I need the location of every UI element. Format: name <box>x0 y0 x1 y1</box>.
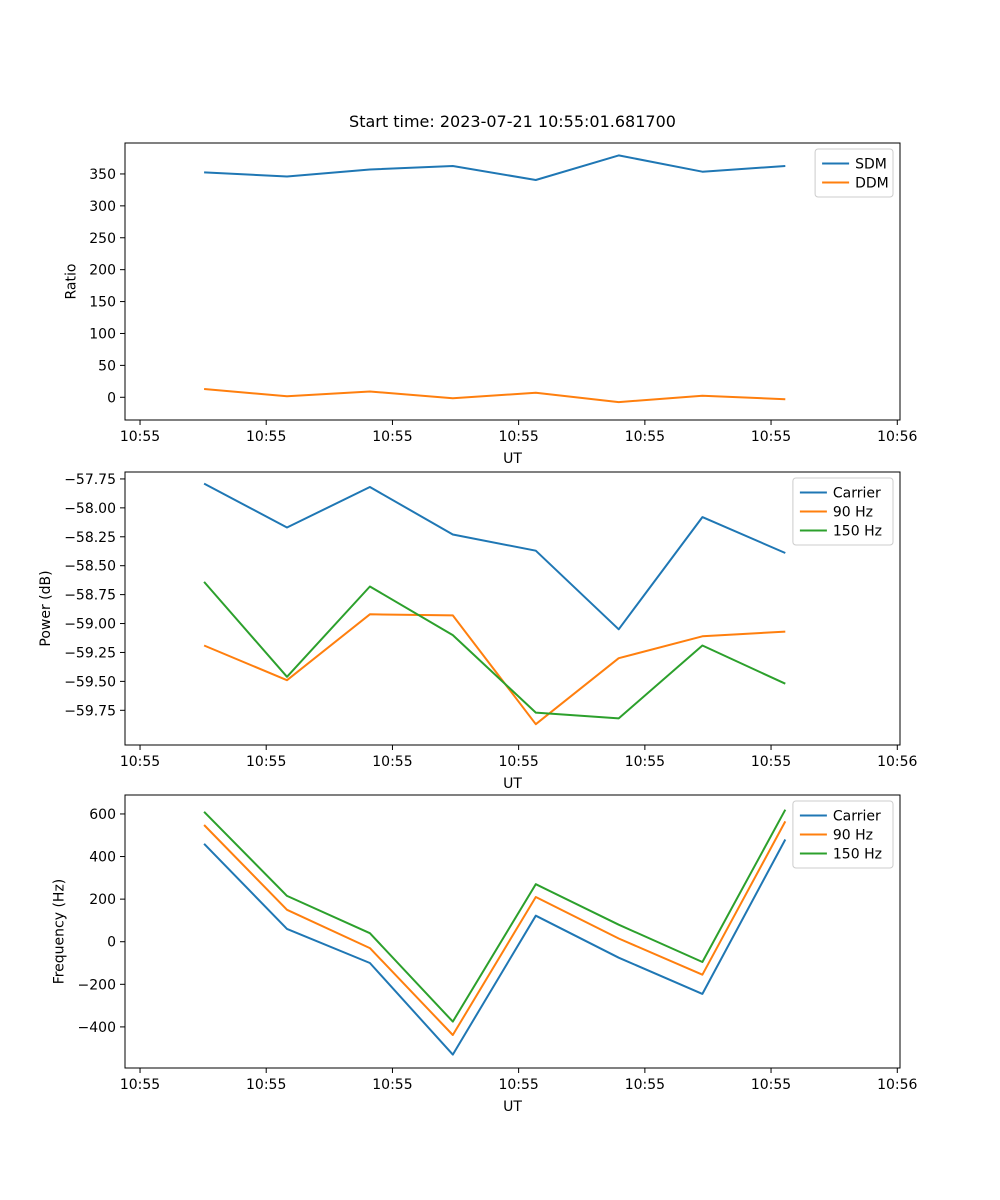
y-tick-label: −58.00 <box>64 501 116 517</box>
y-tick-label: −57.75 <box>64 472 116 488</box>
x-tick-label: 10:55 <box>751 429 791 445</box>
y-tick-label: −59.25 <box>64 645 116 661</box>
y-tick-label: 200 <box>89 892 116 908</box>
x-tick-label: 10:55 <box>498 429 538 445</box>
x-tick-label: 10:55 <box>372 754 412 770</box>
x-tick-label: 10:55 <box>120 754 160 770</box>
y-tick-label: −58.75 <box>64 588 116 604</box>
x-tick-label: 10:55 <box>625 429 665 445</box>
x-tick-label: 10:55 <box>372 429 412 445</box>
y-tick-label: 50 <box>98 358 116 374</box>
y-tick-label: 100 <box>89 326 116 342</box>
series-line-150-hz <box>203 581 786 720</box>
x-tick-label: 10:55 <box>246 754 286 770</box>
axes-spines <box>124 142 901 421</box>
legend-box <box>792 800 894 869</box>
panel-ratio: 10:55 10:55 10:55 10:55 10:55 10:55 10:56 350 30… <box>63 142 918 467</box>
x-tick-label: 10:55 <box>120 1077 160 1093</box>
y-axis-label: Power (dB) <box>38 570 54 646</box>
panel-frequency: 10:55 10:55 10:55 10:55 10:55 10:55 10:56 600 40… <box>52 794 918 1115</box>
legend-box <box>814 148 894 198</box>
series-line-150-hz <box>203 809 787 1023</box>
y-tick-label: −59.75 <box>64 703 116 719</box>
y-tick-label: 300 <box>89 199 116 215</box>
x-tick-label: 10:55 <box>751 1077 791 1093</box>
series-line-90-hz <box>203 613 786 726</box>
panel-power: 10:55 10:55 10:55 10:55 10:55 10:55 10:56 −57.7… <box>38 471 918 792</box>
x-tick-label: 10:55 <box>246 1077 286 1093</box>
legend: SDM DDM <box>814 148 894 198</box>
legend-label-carrier: Carrier <box>833 809 881 825</box>
y-tick-label: 350 <box>89 167 116 183</box>
y-tick-label: −58.50 <box>64 559 116 575</box>
series-line-carrier <box>203 482 786 631</box>
x-tick-label: 10:56 <box>877 1077 917 1093</box>
series-line-90-hz <box>203 820 787 1036</box>
x-tick-label: 10:56 <box>877 754 917 770</box>
legend-label-sdm: SDM <box>855 157 887 173</box>
axes-spines <box>124 794 901 1069</box>
series-line-ddm <box>204 388 786 404</box>
legend-label-150-hz: 150 Hz <box>833 524 882 540</box>
y-tick-label: −59.00 <box>64 617 116 633</box>
x-tick-label: 10:55 <box>498 1077 538 1093</box>
y-tick-label: 250 <box>89 231 116 247</box>
legend: Carrier 90 Hz 150 Hz <box>792 477 894 546</box>
y-tick-label: −200 <box>78 977 116 993</box>
x-tick-label: 10:55 <box>372 1077 412 1093</box>
x-axis-label: UT <box>503 1099 522 1115</box>
legend-label-ddm: DDM <box>855 176 889 192</box>
axes-spines <box>124 471 901 746</box>
x-axis-label: UT <box>503 776 522 792</box>
y-tick-label: −400 <box>78 1020 116 1036</box>
x-tick-label: 10:55 <box>751 754 791 770</box>
y-tick-label: 0 <box>107 390 116 406</box>
series-line-sdm <box>204 154 786 181</box>
y-axis-label: Ratio <box>63 264 79 300</box>
plot-title: Start time: 2023-07-21 10:55:01.681700 <box>349 112 676 131</box>
legend-label-150-hz: 150 Hz <box>833 847 882 863</box>
legend-box <box>792 477 894 546</box>
y-tick-label: 200 <box>89 263 116 279</box>
y-tick-label: 0 <box>107 935 116 951</box>
x-tick-label: 10:55 <box>498 754 538 770</box>
x-tick-label: 10:55 <box>625 1077 665 1093</box>
y-axis-label: Frequency (Hz) <box>52 879 68 985</box>
legend-label-90-hz: 90 Hz <box>833 828 873 844</box>
x-tick-label: 10:55 <box>120 429 160 445</box>
y-tick-label: −58.25 <box>64 530 116 546</box>
y-tick-label: 400 <box>89 850 116 866</box>
x-tick-label: 10:55 <box>625 754 665 770</box>
y-tick-label: −59.50 <box>64 674 116 690</box>
x-tick-label: 10:56 <box>877 429 917 445</box>
x-axis-label: UT <box>503 451 522 467</box>
x-tick-label: 10:55 <box>246 429 286 445</box>
y-tick-label: 600 <box>89 807 116 823</box>
y-tick-label: 150 <box>89 295 116 311</box>
legend: Carrier 90 Hz 150 Hz <box>792 800 894 869</box>
legend-label-carrier: Carrier <box>833 486 881 502</box>
legend-label-90-hz: 90 Hz <box>833 505 873 521</box>
series-line-carrier <box>203 839 787 1056</box>
